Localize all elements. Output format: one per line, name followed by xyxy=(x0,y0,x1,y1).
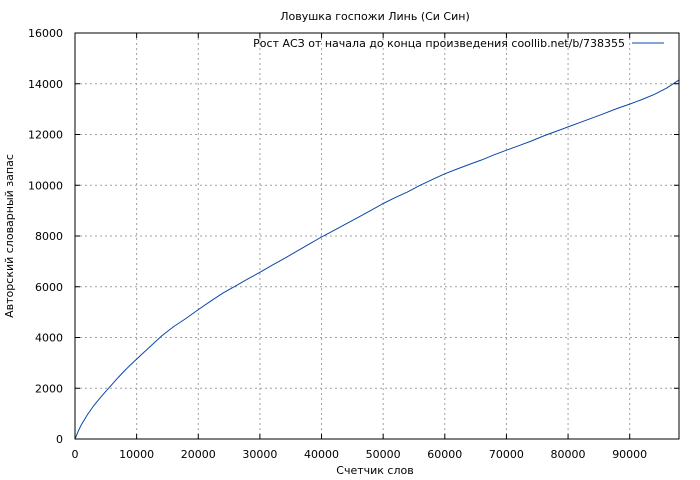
x-tick-label: 10000 xyxy=(119,448,154,461)
series-layer xyxy=(74,79,680,440)
y-tick-label: 10000 xyxy=(28,179,63,192)
grid xyxy=(75,33,679,439)
axis-ticks: 0 10000 20000 30000 40000 50000 60000 70000 8000… xyxy=(28,27,679,461)
y-tick-label: 6000 xyxy=(35,281,63,294)
legend: Рост АСЗ от начала до конца произведения… xyxy=(253,37,664,50)
y-tick-label: 14000 xyxy=(28,78,63,91)
series-line xyxy=(74,79,680,440)
x-axis-label: Счетчик слов xyxy=(336,464,413,477)
x-tick-label: 0 xyxy=(72,448,79,461)
x-tick-label: 80000 xyxy=(551,448,586,461)
x-tick-label: 70000 xyxy=(489,448,524,461)
x-tick-label: 50000 xyxy=(366,448,401,461)
y-tick-label: 12000 xyxy=(28,129,63,142)
legend-label: Рост АСЗ от начала до конца произведения… xyxy=(253,37,625,50)
x-tick-label: 90000 xyxy=(612,448,647,461)
y-axis-label: Авторский словарный запас xyxy=(3,154,16,318)
x-tick-label: 20000 xyxy=(181,448,216,461)
y-tick-label: 8000 xyxy=(35,230,63,243)
y-tick-label: 2000 xyxy=(35,382,63,395)
y-tick-label: 0 xyxy=(56,433,63,446)
chart-title: Ловушка госпожи Линь (Си Син) xyxy=(280,10,470,23)
y-tick-label: 4000 xyxy=(35,332,63,345)
x-tick-label: 60000 xyxy=(427,448,462,461)
x-tick-label: 30000 xyxy=(242,448,277,461)
y-tick-label: 16000 xyxy=(28,27,63,40)
x-tick-label: 40000 xyxy=(304,448,339,461)
